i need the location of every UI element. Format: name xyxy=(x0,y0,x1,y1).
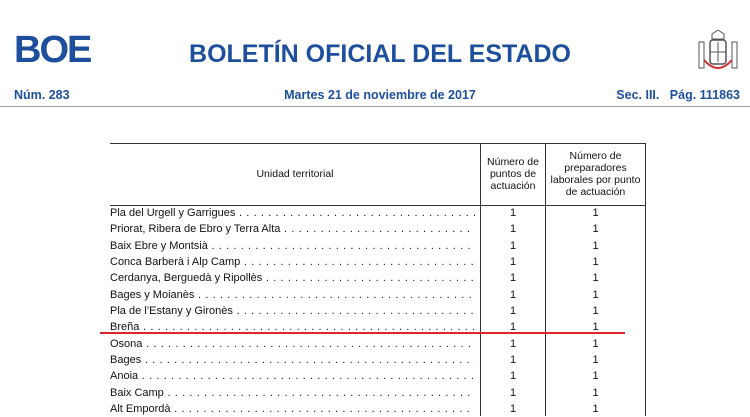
points-count: 1 xyxy=(509,402,517,415)
red-underline xyxy=(100,332,625,334)
trainers-count: 1 xyxy=(592,370,599,383)
trainers-count: 1 xyxy=(592,337,599,350)
trainers-count: 1 xyxy=(592,272,599,285)
territory-name: Bages xyxy=(110,352,475,368)
header-rule xyxy=(0,106,750,107)
trainers-count: 1 xyxy=(592,223,599,236)
points-count: 1 xyxy=(509,370,517,383)
date: Martes 21 de noviembre de 2017 xyxy=(284,88,476,102)
logo: BOE xyxy=(14,29,92,71)
coat-of-arms xyxy=(698,30,738,69)
points-count: 1 xyxy=(509,337,517,350)
territory-name: Baix Ebre y Montsià xyxy=(110,238,475,254)
points-count: 1 xyxy=(509,304,517,317)
territory-name: Pla del Urgell y Garrigues xyxy=(110,205,475,221)
trainers-count: 1 xyxy=(592,386,599,399)
trainers-count: 1 xyxy=(592,353,599,366)
territory-name: Pla de l’Estany y Gironès xyxy=(110,303,475,319)
trainers-count: 1 xyxy=(592,402,599,415)
trainers-count: 1 xyxy=(592,321,599,334)
table-border xyxy=(480,143,481,416)
section-page: Sec. III. Pág. 111863 xyxy=(616,88,740,102)
points-count: 1 xyxy=(509,321,517,334)
territory-name: Conca Barberà i Alp Camp xyxy=(110,254,475,270)
territory-name: Anoia xyxy=(110,368,475,384)
column-header: Unidad territorial xyxy=(256,168,334,180)
points-count: 1 xyxy=(509,288,517,301)
table-border xyxy=(545,143,546,416)
column-header: Número de preparadores laborales por pun… xyxy=(550,150,641,198)
territory-name: Bages y Moianès xyxy=(110,287,475,303)
trainers-count: 1 xyxy=(592,207,599,219)
territory-name: Priorat, Ribera de Ebro y Terra Alta xyxy=(110,221,475,237)
territory-name: Alt Empordà xyxy=(110,401,475,417)
territory-name: Cerdanya, Berguedà y Ripollès xyxy=(110,270,475,286)
points-count: 1 xyxy=(509,239,517,252)
title: BOLETÍN OFICIAL DEL ESTADO xyxy=(189,40,571,68)
trainers-count: 1 xyxy=(592,255,599,268)
trainers-count: 1 xyxy=(592,288,599,301)
table-border xyxy=(645,143,646,416)
trainers-count: 1 xyxy=(592,239,599,252)
points-count: 1 xyxy=(509,207,517,219)
territory-name: Baix Camp xyxy=(110,385,475,401)
points-count: 1 xyxy=(509,272,517,285)
points-count: 1 xyxy=(509,223,517,236)
trainers-count: 1 xyxy=(592,304,599,317)
points-count: 1 xyxy=(509,386,517,399)
column-header: Número de puntos de actuación xyxy=(487,156,539,192)
table-border xyxy=(110,143,645,144)
territory-name: Osona xyxy=(110,336,475,352)
points-count: 1 xyxy=(509,353,517,366)
issue-number: Núm. 283 xyxy=(14,88,70,102)
points-count: 1 xyxy=(509,255,517,268)
territory-name: Breña xyxy=(110,319,475,335)
